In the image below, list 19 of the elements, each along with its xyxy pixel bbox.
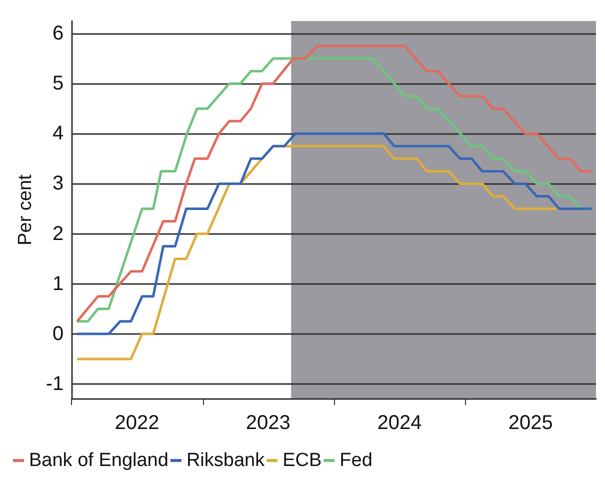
y-tick-label: 3 (52, 172, 64, 195)
y-tick-label: 0 (52, 322, 64, 345)
x-tick-label: 2022 (114, 412, 160, 434)
legend-label: Bank of England (29, 450, 168, 471)
x-tick-label: 2024 (377, 412, 422, 434)
y-tick-label: -1 (46, 372, 64, 395)
y-tick-label: 5 (52, 72, 64, 95)
legend-label: ECB (282, 450, 322, 471)
y-tick-label: 2 (52, 222, 64, 245)
y-tick-label: 1 (52, 272, 64, 295)
y-tick-label: 4 (52, 122, 64, 145)
y-axis-title: Per cent (15, 174, 36, 246)
line-series (76, 144, 560, 360)
x-tick-label: 2025 (508, 412, 553, 434)
legend-label: Fed (340, 450, 372, 471)
line-series (76, 132, 593, 336)
legend-label: Riksbank (186, 450, 266, 471)
y-tick-label: 6 (52, 22, 64, 45)
x-tick-label: 2023 (246, 412, 290, 434)
